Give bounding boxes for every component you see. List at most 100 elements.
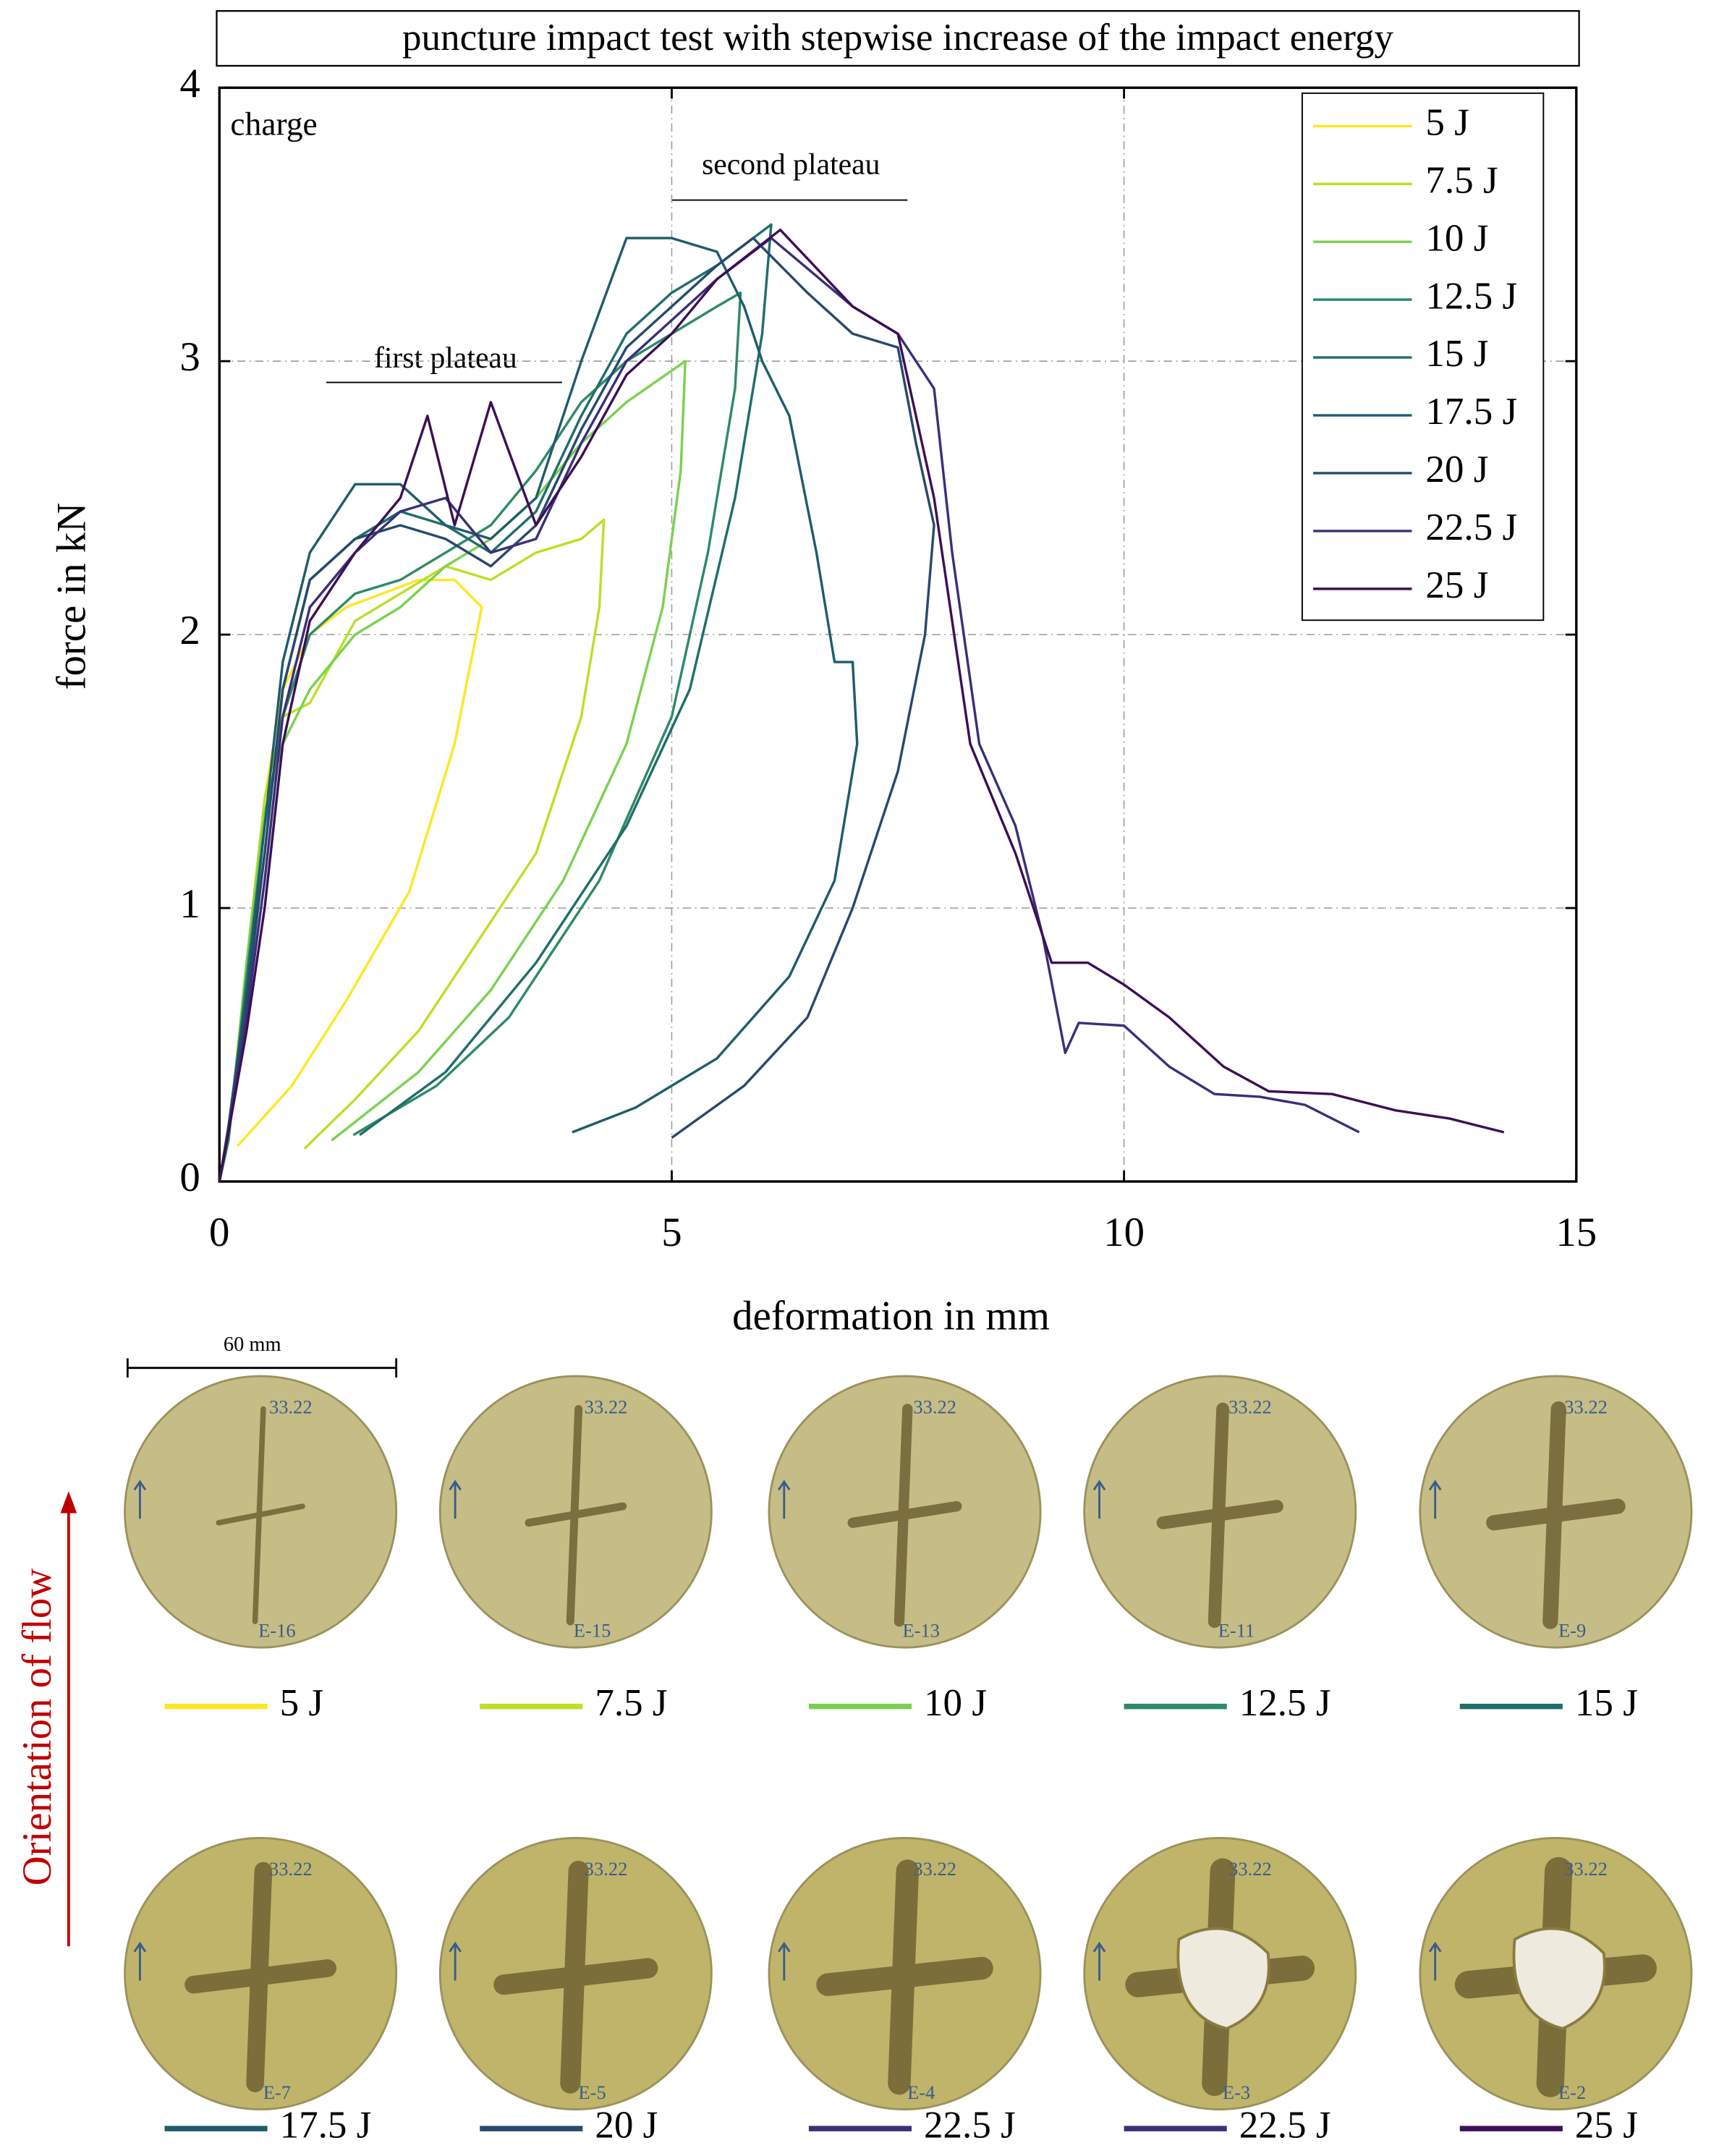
annotation: first plateau: [374, 341, 517, 375]
specimen-id: E-13: [902, 1619, 940, 1641]
flow-label: Orientation of flow: [14, 1569, 60, 1886]
photo-label: 10 J: [924, 1682, 987, 1724]
flow-mark: [1428, 1941, 1442, 1981]
specimen-code: 33.22: [585, 1396, 628, 1418]
photo-label: 15 J: [1575, 1682, 1638, 1724]
photo: 33.22 E-11: [1083, 1375, 1357, 1649]
legend-label: 10 J: [1425, 217, 1488, 259]
legend-label: 7.5 J: [1425, 159, 1498, 201]
series-line: [218, 237, 859, 1182]
specimen-id: E-9: [1558, 1619, 1586, 1641]
legend-label: 5 J: [1425, 101, 1469, 143]
specimen-code: 33.22: [269, 1396, 313, 1418]
crack: [816, 1859, 993, 2095]
specimen-id: E-16: [258, 1619, 296, 1641]
specimen-id: E-15: [574, 1619, 611, 1641]
hole: [1176, 1927, 1270, 2030]
specimen-id: E-2: [1558, 2081, 1586, 2103]
specimen-code: 33.22: [1228, 1858, 1272, 1880]
legend-label: 12.5 J: [1425, 275, 1517, 317]
flow-mark: [778, 1941, 791, 1981]
photo: 33.22 E-9: [1419, 1375, 1693, 1649]
photo: 33.22 E-3: [1083, 1837, 1357, 2111]
flow-arrow: [60, 1491, 77, 1947]
photo-label: 12.5 J: [1239, 1682, 1331, 1724]
y-tick-label: 0: [179, 1155, 200, 1200]
plot-frame: [218, 86, 1578, 1183]
flow-mark: [1092, 1941, 1106, 1981]
series-line: [218, 228, 1505, 1182]
legend-label: 25 J: [1425, 564, 1488, 606]
specimen-id: E-4: [907, 2081, 935, 2103]
crack: [525, 1405, 627, 1626]
y-tick-label: 3: [179, 334, 200, 380]
photo: 33.22 E-15: [438, 1375, 713, 1649]
flow-mark: [133, 1941, 147, 1981]
crack: [1156, 1402, 1283, 1629]
legend-box: [1301, 92, 1545, 621]
specimen-code: 33.22: [1564, 1858, 1608, 1880]
hole: [1512, 1927, 1606, 2030]
specimen-code: 33.22: [913, 1396, 956, 1418]
annotation: charge: [230, 106, 317, 143]
title-box: [216, 10, 1580, 67]
photo-label: 5 J: [280, 1682, 323, 1724]
specimen-id: E-5: [578, 2081, 606, 2103]
y-tick-label: 2: [179, 608, 200, 653]
legend-label: 22.5 J: [1425, 506, 1517, 548]
legend-label: 15 J: [1425, 333, 1488, 375]
series-line: [218, 518, 606, 1182]
y-tick-label: 1: [179, 881, 200, 927]
scale-bar-label: 60 mm: [224, 1333, 281, 1356]
flow-mark: [449, 1941, 462, 1981]
crack: [493, 1860, 658, 2094]
x-axis-label: deformation in mm: [732, 1293, 1050, 1338]
scale-bar: [126, 1358, 398, 1378]
flow-mark: [1092, 1480, 1106, 1519]
annotation: second plateau: [702, 148, 880, 182]
photo: 33.22 E-13: [768, 1375, 1042, 1649]
flow-mark: [1428, 1480, 1442, 1519]
crack: [847, 1404, 962, 1627]
specimen-code: 33.22: [1564, 1396, 1608, 1418]
photo-label: 22.5 J: [924, 2104, 1016, 2146]
chart-title: puncture impact test with stepwise incre…: [402, 17, 1393, 59]
series-line: [218, 237, 1360, 1182]
specimen-id: E-11: [1218, 1619, 1255, 1641]
photo: 33.22 E-2: [1419, 1837, 1693, 2111]
flow-mark: [449, 1480, 462, 1519]
photo: 33.22 E-5: [438, 1837, 713, 2111]
specimen-code: 33.22: [1228, 1396, 1272, 1418]
photo-label: 25 J: [1575, 2104, 1638, 2146]
crack: [1486, 1401, 1626, 1629]
specimen-code: 33.22: [913, 1858, 956, 1880]
crack: [184, 1862, 337, 2092]
photo-label: 22.5 J: [1239, 2104, 1331, 2146]
specimen-code: 33.22: [269, 1858, 313, 1880]
legend-label: 17.5 J: [1425, 391, 1517, 433]
photo-label: 17.5 J: [280, 2104, 372, 2146]
x-tick-label: 5: [661, 1210, 682, 1255]
x-tick-label: 15: [1555, 1210, 1597, 1255]
legend-label: 20 J: [1425, 449, 1488, 491]
specimen-id: E-7: [263, 2081, 291, 2103]
y-axis-label: force in kN: [48, 503, 94, 690]
x-tick-label: 0: [209, 1210, 229, 1255]
flow-mark: [778, 1480, 791, 1519]
photo: 33.22 E-7: [124, 1837, 398, 2111]
photo-label: 20 J: [595, 2104, 658, 2146]
specimen-code: 33.22: [585, 1858, 628, 1880]
photo: 33.22 E-16: [124, 1375, 398, 1649]
series-line: [218, 291, 742, 1182]
photo: 33.22 E-4: [768, 1837, 1042, 2111]
flow-mark: [133, 1480, 147, 1519]
crack: [216, 1406, 305, 1624]
series-line: [218, 237, 935, 1182]
x-tick-label: 10: [1103, 1210, 1145, 1255]
y-tick-label: 4: [179, 61, 200, 106]
series-line: [218, 360, 687, 1182]
photo-label: 7.5 J: [595, 1682, 667, 1724]
specimen-id: E-3: [1223, 2081, 1250, 2103]
